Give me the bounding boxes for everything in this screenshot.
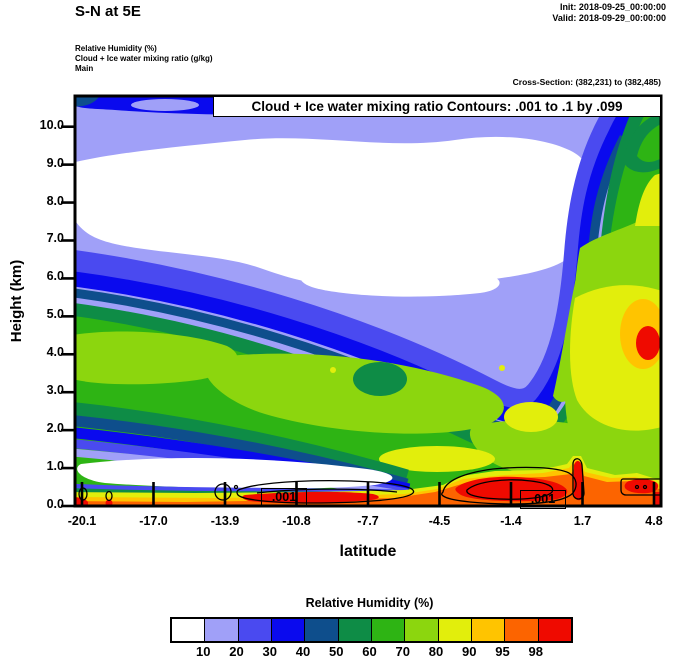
colorbar-cell bbox=[405, 619, 439, 641]
colorbar-cell bbox=[271, 619, 306, 641]
y-tick-label: 10.0 bbox=[39, 117, 64, 132]
x-tick-label: -17.0 bbox=[139, 514, 168, 528]
y-axis-label: Height (km) bbox=[8, 259, 25, 343]
y-tick-label: 7.0 bbox=[46, 231, 64, 246]
contour-label-001-right: .001 bbox=[520, 490, 566, 509]
colorbar-cell bbox=[371, 619, 406, 641]
colorbar-tick-label: 80 bbox=[428, 644, 444, 659]
field-legend: Relative Humidity (%) Cloud + Ice water … bbox=[75, 44, 213, 74]
legend-domain: Main bbox=[75, 64, 94, 73]
y-tick-label: 0.0 bbox=[46, 497, 64, 511]
figure-title: S-N at 5E bbox=[75, 3, 141, 20]
legend-contour-field: Cloud + Ice water mixing ratio (g/kg) bbox=[75, 54, 213, 63]
colorbar-tick-label: 95 bbox=[495, 644, 510, 659]
colorbar-title: Relative Humidity (%) bbox=[305, 596, 434, 610]
legend-fill-field: Relative Humidity (%) bbox=[75, 44, 157, 53]
y-tick-label: 1.0 bbox=[46, 459, 64, 474]
axis-ticks bbox=[61, 125, 656, 508]
colorbar-tick-label: 10 bbox=[196, 644, 211, 659]
colorbar-cell bbox=[305, 619, 339, 641]
rh-filled-contours bbox=[75, 96, 661, 506]
x-axis-label: latitude bbox=[339, 543, 397, 560]
y-tick-label: 3.0 bbox=[46, 383, 64, 398]
init-time: Init: 2018-09-25_00:00:00 bbox=[559, 2, 666, 12]
y-tick-label: 4.0 bbox=[46, 345, 64, 360]
x-tick-label: -10.8 bbox=[282, 514, 311, 528]
colorbar-tick-label: 50 bbox=[329, 644, 344, 659]
colorbar bbox=[170, 617, 573, 643]
x-tick-label: -7.7 bbox=[357, 514, 379, 528]
plot-inner-title: Cloud + Ice water mixing ratio Contours:… bbox=[213, 96, 661, 117]
y-tick-label: 2.0 bbox=[46, 421, 64, 436]
y-tick-label: 5.0 bbox=[46, 307, 64, 322]
x-tick-label: -4.5 bbox=[428, 514, 451, 528]
x-tick-label: 4.8 bbox=[645, 514, 663, 528]
y-tick-label: 8.0 bbox=[46, 193, 64, 208]
x-tick-label: -20.1 bbox=[67, 514, 97, 528]
colorbar-cell bbox=[538, 619, 571, 641]
colorbar-cell bbox=[438, 619, 472, 641]
run-times: Init: 2018-09-25_00:00:00 Valid: 2018-09… bbox=[552, 2, 666, 24]
y-tick-label: 6.0 bbox=[46, 269, 64, 284]
y-tick-label: 9.0 bbox=[46, 155, 64, 170]
colorbar-tick-label: 20 bbox=[229, 644, 244, 659]
colorbar-cell bbox=[505, 619, 539, 641]
colorbar-cell bbox=[471, 619, 506, 641]
x-tick-label: -1.4 bbox=[500, 514, 522, 528]
cross-section-plot bbox=[61, 94, 663, 508]
contour-label-001-left: .001 bbox=[261, 488, 307, 507]
colorbar-tick-label: 30 bbox=[262, 644, 277, 659]
colorbar-tick-label: 90 bbox=[462, 644, 477, 659]
cross-section-coords: Cross-Section: (382,231) to (382,485) bbox=[512, 77, 661, 87]
colorbar-tick-label: 70 bbox=[395, 644, 410, 659]
colorbar-tick-label: 98 bbox=[528, 644, 543, 659]
colorbar-cell bbox=[172, 619, 206, 641]
x-tick-label: -13.9 bbox=[210, 514, 240, 528]
colorbar-tick-label: 40 bbox=[295, 644, 311, 659]
colorbar-tick-label: 60 bbox=[362, 644, 377, 659]
colorbar-cell bbox=[238, 619, 272, 641]
x-tick-label: 1.7 bbox=[573, 514, 592, 528]
colorbar-cell bbox=[338, 619, 372, 641]
colorbar-cell bbox=[205, 619, 239, 641]
valid-time: Valid: 2018-09-29_00:00:00 bbox=[552, 13, 666, 23]
